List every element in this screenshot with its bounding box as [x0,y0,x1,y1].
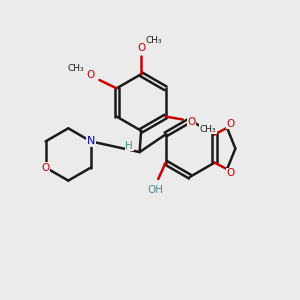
Text: OH: OH [147,185,163,195]
Text: CH₃: CH₃ [145,36,162,45]
Text: O: O [41,163,50,172]
Text: O: O [226,168,235,178]
Text: O: O [188,117,196,127]
Text: CH₃: CH₃ [67,64,84,73]
Text: N: N [87,136,95,146]
Text: H: H [125,140,133,151]
Text: O: O [226,119,235,129]
Text: O: O [86,70,94,80]
Text: CH₃: CH₃ [200,124,216,134]
Text: O: O [137,43,145,53]
